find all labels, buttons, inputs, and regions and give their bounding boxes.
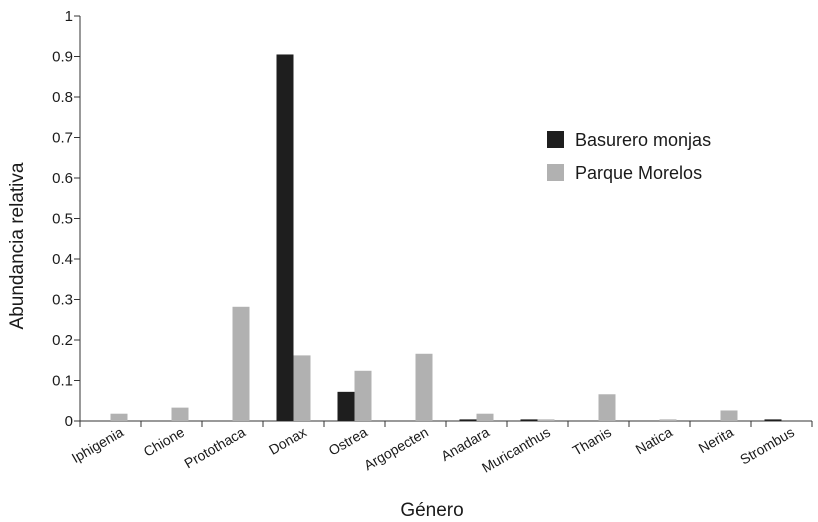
x-tick-label: Thanis: [570, 424, 614, 459]
bar: [598, 394, 616, 421]
bar: [337, 391, 355, 421]
legend: Basurero monjas Parque Morelos: [527, 121, 748, 187]
bar: [476, 413, 494, 421]
bar: [659, 419, 677, 421]
x-tick-label: Muricanthus: [479, 424, 553, 476]
x-tick-label: Nerita: [696, 424, 737, 457]
legend-swatch: [547, 131, 564, 148]
legend-label: Basurero monjas: [575, 130, 711, 150]
x-tick-label: Chione: [141, 424, 188, 460]
bar: [110, 413, 128, 421]
bar: [232, 306, 250, 421]
y-tick-label: 0.2: [52, 332, 73, 349]
bar: [276, 54, 294, 421]
y-axis: 0 0.1 0.2 0.3 0.4 0.5 0.6 0.7 0.8 0.9 1: [52, 8, 81, 430]
bar: [415, 353, 433, 421]
y-tick-label: 0.3: [52, 292, 73, 309]
bars: [110, 54, 782, 421]
x-tick-label: Strombus: [737, 424, 797, 468]
bar: [354, 370, 372, 421]
y-tick-label: 0.9: [52, 49, 73, 66]
legend-label: Parque Morelos: [575, 163, 702, 183]
legend-swatch: [547, 164, 564, 181]
y-tick-label: 0.7: [52, 130, 73, 147]
x-tick-label: Protothaca: [181, 424, 248, 472]
bar: [537, 419, 555, 421]
x-tick-label: Argopecten: [361, 424, 431, 474]
x-tick-label: Ostrea: [326, 424, 371, 459]
x-tick-label: Natica: [633, 424, 676, 458]
y-tick-label: 0.8: [52, 89, 73, 106]
bar: [520, 419, 538, 421]
y-tick-label: 0.1: [52, 373, 73, 390]
x-axis-title: Género: [400, 500, 463, 521]
y-axis-title: Abundancia relativa: [7, 162, 28, 329]
y-tick-label: 0: [65, 413, 73, 430]
bar: [459, 419, 477, 421]
bar: [764, 419, 782, 421]
y-tick-label: 0.6: [52, 170, 73, 187]
y-tick-label: 0.4: [52, 251, 73, 268]
bar: [720, 410, 738, 421]
y-tick-label: 0.5: [52, 211, 73, 228]
y-tick-label: 1: [65, 8, 73, 25]
bar: [293, 355, 311, 421]
bar: [171, 407, 189, 421]
x-tick-label: Donax: [266, 424, 309, 458]
x-tick-label: Iphigenia: [69, 424, 126, 466]
